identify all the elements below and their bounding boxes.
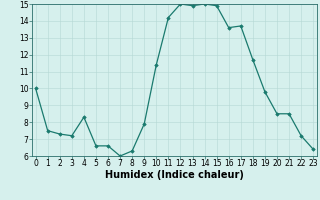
X-axis label: Humidex (Indice chaleur): Humidex (Indice chaleur) [105,170,244,180]
